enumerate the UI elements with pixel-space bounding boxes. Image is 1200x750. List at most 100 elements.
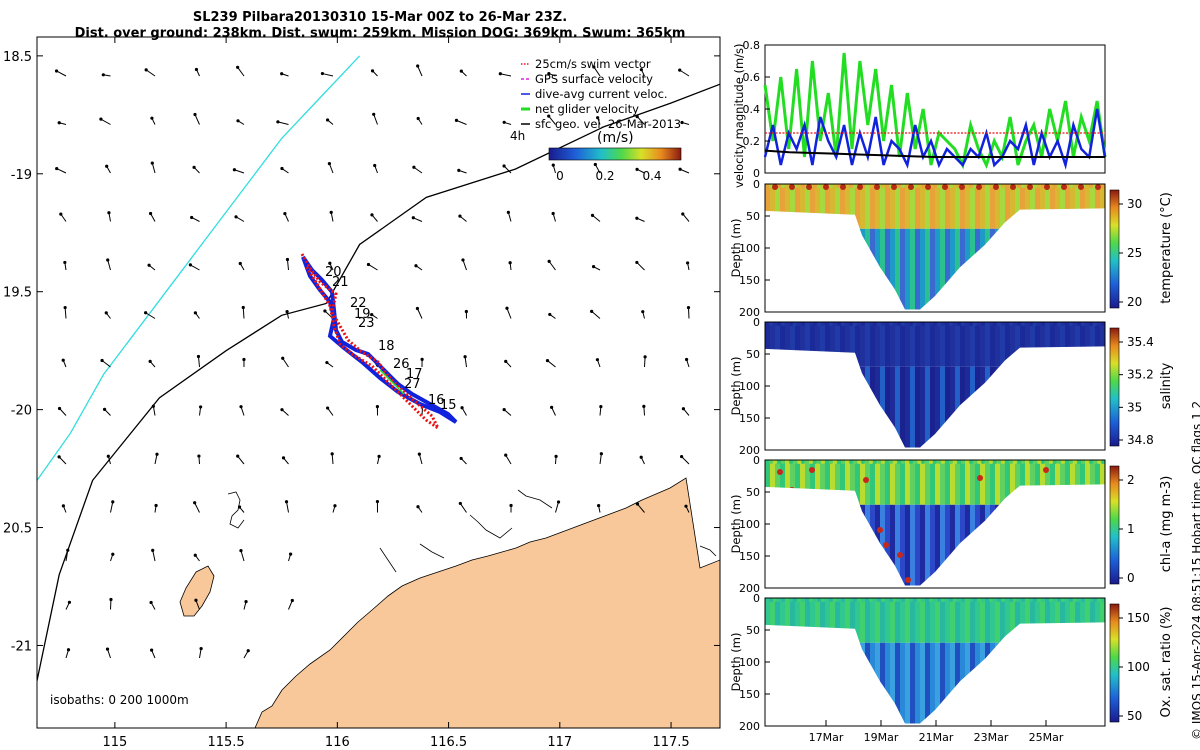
temp-surface-sample <box>1095 184 1101 190</box>
section-cell-lower <box>875 366 881 448</box>
section-cell-lower <box>985 504 991 586</box>
section-cell-upper <box>945 322 951 367</box>
section-cell-lower <box>870 642 876 724</box>
current-vector-head <box>460 406 464 410</box>
current-vector-head <box>193 311 198 315</box>
current-vector <box>107 259 111 271</box>
section-cell-upper <box>805 460 811 505</box>
section-cell-lower <box>795 366 801 448</box>
time-tick-label: 21Mar <box>919 731 954 744</box>
section-cell-upper <box>830 598 836 643</box>
section-surface-sample <box>797 598 801 602</box>
section-surface-sample <box>989 322 993 326</box>
section-cell-lower <box>900 366 906 448</box>
section-cell-upper <box>1080 184 1086 229</box>
section-cell-upper <box>1000 184 1006 229</box>
current-vector-head <box>242 357 246 362</box>
section-cell-upper <box>830 184 836 229</box>
section-cell-lower <box>1090 642 1096 724</box>
section-surface-sample <box>845 460 849 464</box>
current-vector-head <box>678 68 682 72</box>
current-vector-head <box>551 163 555 167</box>
section-cell-upper <box>1040 598 1046 643</box>
section-cell-upper <box>785 460 791 505</box>
section-cell-lower <box>920 228 926 310</box>
section-surface-sample <box>869 460 873 464</box>
current-vector-head <box>454 118 459 122</box>
section-surface-sample <box>801 322 805 326</box>
current-vector-head <box>420 357 424 361</box>
current-vector-head <box>506 210 510 214</box>
section-colorbar <box>1109 465 1120 585</box>
section-surface-sample <box>773 460 777 464</box>
section-cell-lower <box>1090 504 1096 586</box>
section-cell-lower <box>915 642 921 724</box>
section-cell-upper <box>965 184 971 229</box>
section-surface-sample <box>1101 322 1105 326</box>
colorbar-tick-label: 100 <box>1127 660 1150 674</box>
current-vector-head <box>155 452 159 456</box>
depth-axis-label: Depth (m) <box>729 633 743 692</box>
legend-label: net glider velocity <box>535 102 639 116</box>
current-vector-head <box>151 548 155 552</box>
section-cell-lower <box>935 228 941 310</box>
current-vector-head <box>551 211 555 216</box>
section-cell-upper <box>905 598 911 643</box>
section-surface-sample <box>789 322 793 326</box>
section-surface-sample <box>1017 460 1021 464</box>
section-cell-lower <box>780 642 786 724</box>
section-cell-upper <box>990 598 996 643</box>
map-y-axis: 18.5 -19 19.5 -20 20.5 -21 <box>3 50 720 654</box>
section-cell-upper <box>920 184 926 229</box>
current-vector-head <box>508 261 512 265</box>
section-surface-sample <box>1017 184 1021 188</box>
section-cell-upper <box>845 184 851 229</box>
current-vector-head <box>63 260 67 265</box>
section-cell-lower <box>1020 504 1026 586</box>
section-cell-upper <box>900 460 906 505</box>
section-surface-sample <box>1073 598 1077 602</box>
depth-tick-label: 150 <box>739 688 760 701</box>
current-vector-head <box>57 406 62 411</box>
temp-surface-sample <box>857 184 863 190</box>
section-surface-sample <box>993 598 997 602</box>
section-cell-upper <box>1060 598 1066 643</box>
section-cell-lower <box>830 366 836 448</box>
section-cell-lower <box>1030 642 1036 724</box>
section-surface-sample <box>1049 460 1053 464</box>
section-cell-lower <box>815 642 821 724</box>
section-surface-sample <box>1065 460 1069 464</box>
section-surface-sample <box>981 322 985 326</box>
section-cell-upper <box>1055 322 1061 367</box>
section-cell-upper <box>1090 598 1096 643</box>
current-vector-head <box>370 213 374 217</box>
section-surface-sample <box>813 460 817 464</box>
section-surface-sample <box>1061 460 1065 464</box>
section-surface-sample <box>1089 598 1093 602</box>
section-cell-upper <box>910 460 916 505</box>
section-cell-lower <box>1015 504 1021 586</box>
section-cell-upper <box>795 184 801 229</box>
section-cell-lower <box>980 504 986 586</box>
current-vector-head <box>238 261 242 266</box>
current-vector-head <box>54 69 59 73</box>
section-cell-lower <box>920 366 926 448</box>
section-cell-upper <box>865 184 871 229</box>
section-cell-upper <box>1035 598 1041 643</box>
section-cell-upper <box>980 184 986 229</box>
temp-surface-sample <box>976 184 982 190</box>
section-surface-sample <box>809 322 813 326</box>
current-vector-head <box>281 356 285 360</box>
section-cell-lower <box>1040 228 1046 310</box>
current-vector <box>682 213 690 222</box>
section-cell-lower <box>1075 504 1081 586</box>
track-day-label: 15 <box>440 398 457 413</box>
section-cell-lower <box>945 366 951 448</box>
section-cell-upper <box>1000 598 1006 643</box>
section-cell-lower <box>980 366 986 448</box>
section-surface-sample <box>809 598 813 602</box>
section-cell-upper <box>1035 460 1041 505</box>
section-cell-lower <box>850 366 856 448</box>
section-cell-lower <box>970 228 976 310</box>
section-cell-lower <box>1070 366 1076 448</box>
